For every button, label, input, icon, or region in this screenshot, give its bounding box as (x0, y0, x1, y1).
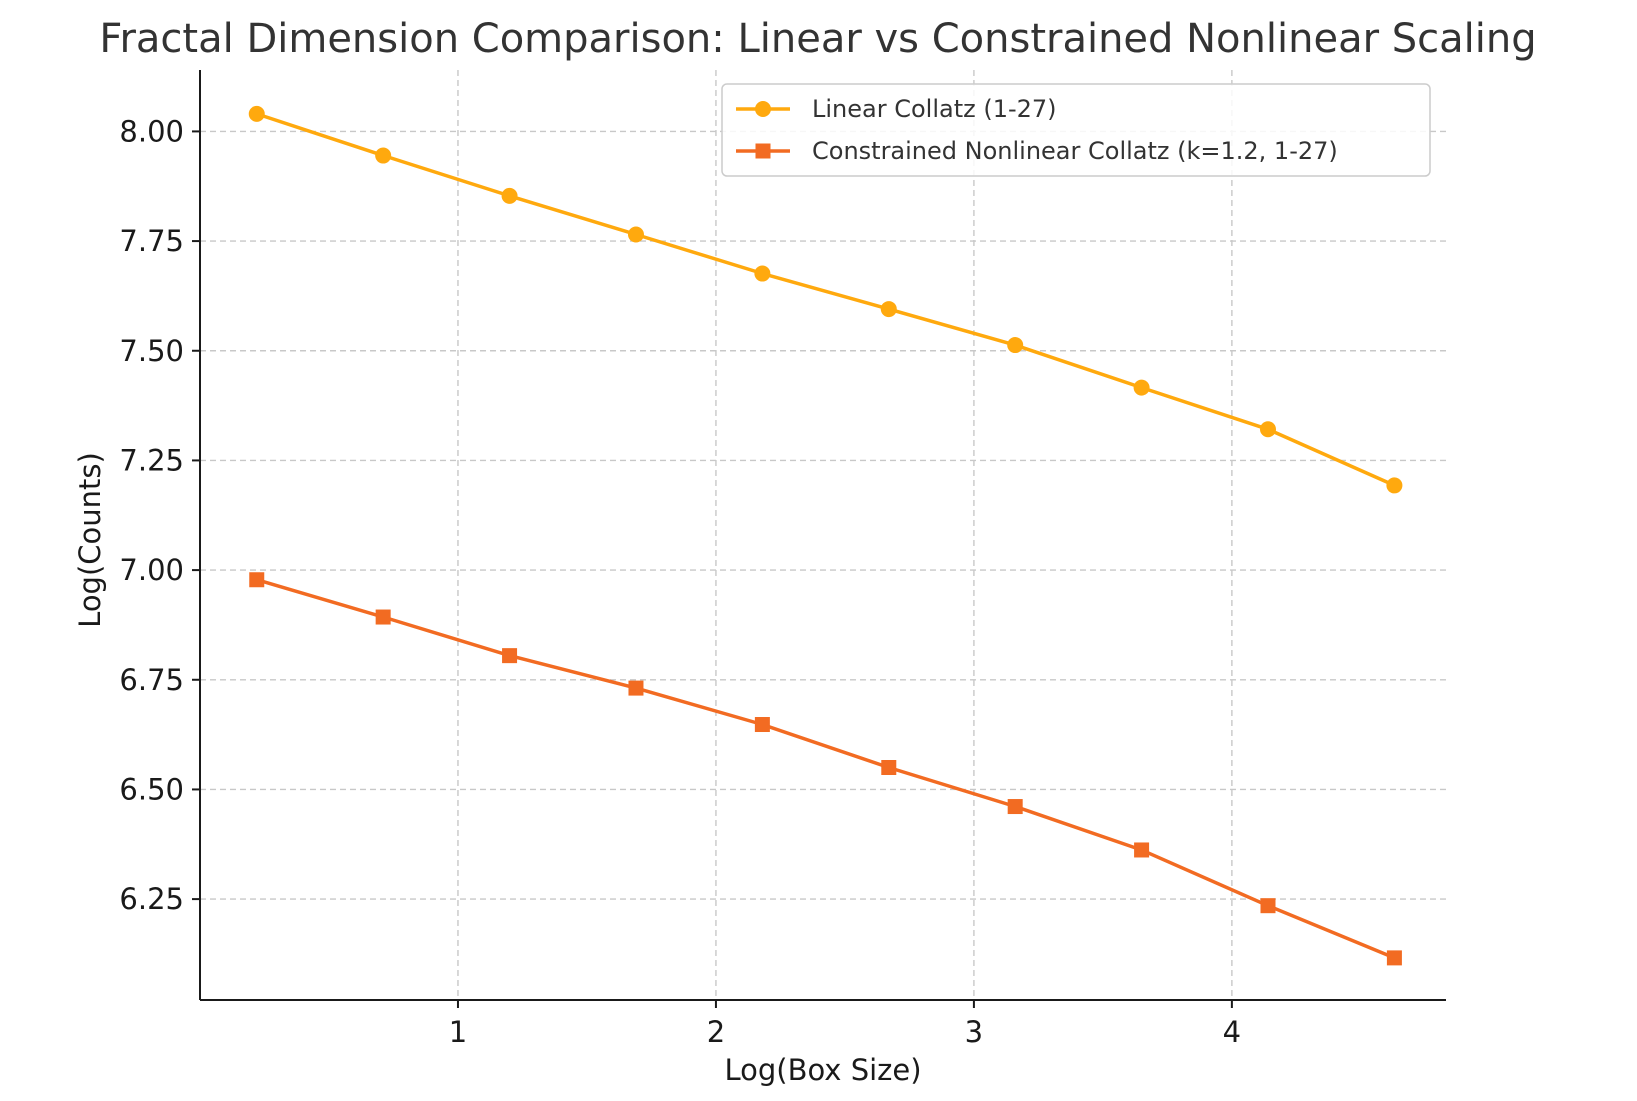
y-tick-label: 6.25 (119, 882, 184, 916)
legend-label: Constrained Nonlinear Collatz (k=1.2, 1-… (812, 137, 1338, 165)
data-point (375, 147, 392, 164)
data-point (1260, 898, 1276, 914)
series-1 (248, 105, 1403, 494)
data-point (1133, 379, 1150, 396)
series-line (256, 112, 1396, 487)
data-point (628, 680, 644, 696)
grid-layer (200, 70, 1446, 1000)
ticks-layer: 1 2 3 4 6.25 6.50 6.75 7.00 7.25 7.50 7.75 8.00 (119, 114, 1241, 1049)
x-tick-label: 2 (707, 1015, 725, 1049)
data-point (502, 648, 518, 664)
legend-entry-2: Constrained Nonlinear Collatz (k=1.2, 1-… (736, 137, 1338, 165)
legend-label: Linear Collatz (1-27) (812, 95, 1057, 123)
data-point (1260, 421, 1276, 438)
legend-entry-1: Linear Collatz (1-27) (736, 95, 1057, 123)
data-point (627, 226, 644, 243)
data-point (248, 105, 265, 122)
data-point (375, 609, 391, 625)
x-axis-label: Log(Box Size) (724, 1053, 921, 1087)
y-tick-label: 7.00 (119, 553, 184, 587)
x-tick-label: 3 (965, 1015, 983, 1049)
chart-title: Fractal Dimension Comparison: Linear vs … (99, 16, 1536, 62)
data-point (501, 187, 518, 204)
series-line (256, 578, 1396, 960)
y-tick-label: 7.50 (119, 334, 184, 368)
data-point (754, 265, 771, 282)
data-point (249, 572, 265, 588)
data-point (754, 717, 770, 733)
y-tick-label: 8.00 (119, 114, 184, 148)
legend: Linear Collatz (1-27) Constrained Nonline… (721, 83, 1431, 177)
legend-marker (755, 101, 771, 117)
series-2 (249, 572, 1402, 966)
data-point (1386, 950, 1402, 966)
series-layer (248, 105, 1403, 966)
legend-marker (755, 143, 771, 159)
y-tick-label: 7.75 (119, 224, 184, 258)
data-point (1007, 799, 1023, 815)
data-point (1007, 337, 1024, 354)
data-point (1386, 477, 1403, 494)
legend-entries: Linear Collatz (1-27) Constrained Nonline… (736, 95, 1338, 165)
data-point (1134, 842, 1150, 858)
x-tick-label: 1 (449, 1015, 467, 1049)
x-tick-label: 4 (1223, 1015, 1241, 1049)
y-tick-label: 6.75 (119, 663, 184, 697)
y-tick-label: 6.50 (119, 772, 184, 806)
data-point (881, 760, 897, 775)
data-point (880, 301, 897, 318)
legend-frame (721, 83, 1431, 177)
y-tick-label: 7.25 (119, 443, 184, 477)
axes-layer (199, 70, 1446, 1001)
y-axis-label: Log(Counts) (73, 452, 107, 628)
